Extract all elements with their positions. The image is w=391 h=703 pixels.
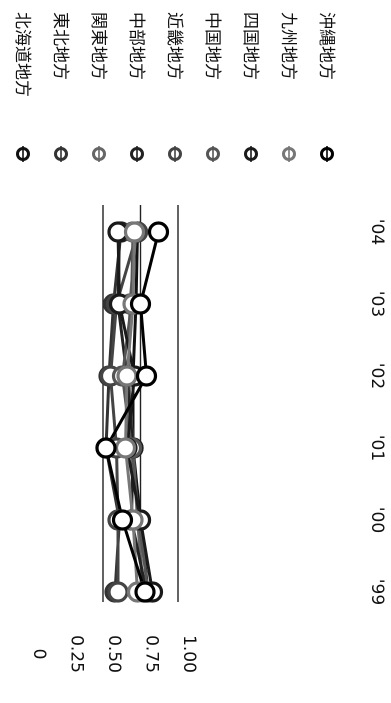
legend-item: 近畿地方 [164, 12, 184, 162]
data-point [107, 581, 129, 603]
legend-label: 四国地方 [240, 12, 260, 80]
value-tick-label: 0.75 [142, 635, 162, 673]
legend-label: 九州地方 [278, 12, 298, 80]
category-tick-label: '04 [367, 219, 387, 245]
legend-item: 中部地方 [126, 12, 146, 162]
value-tick-label: 1.00 [179, 635, 199, 673]
value-tick-label: 0.25 [67, 635, 87, 673]
data-point [147, 221, 170, 243]
value-axis-tick-labels: 0 0.25 0.50 0.75 1.00 [29, 635, 199, 673]
series-markers [95, 221, 170, 603]
legend-item: 九州地方 [278, 12, 298, 162]
category-axis-tick-labels: '99 '00 '01 '02 '03 '04 [367, 219, 387, 605]
data-point [129, 293, 152, 315]
data-point [111, 509, 134, 531]
legend-item: 関東地方 [88, 12, 108, 162]
series-lines [104, 231, 160, 593]
category-tick-label: '03 [367, 291, 387, 317]
data-point [95, 437, 117, 459]
legend-label: 近畿地方 [164, 12, 184, 80]
legend-label: 関東地方 [88, 12, 108, 80]
series-line-8 [104, 231, 160, 593]
value-tick-label: 0 [29, 649, 49, 660]
data-point [134, 581, 156, 603]
data-point [114, 437, 137, 459]
legend-item: 沖縄地方 [316, 12, 336, 162]
legend-label: 東北地方 [50, 12, 70, 80]
legend-label: 中部地方 [126, 12, 146, 80]
legend-label: 中国地方 [202, 12, 222, 80]
data-point [123, 221, 146, 243]
legend: 北海道地方 東北地方 関東地方 中部地方 近畿地方 中国地方 四国地方 九州地方 沖縄地方 [12, 12, 336, 162]
category-tick-label: '00 [367, 507, 387, 533]
data-point [135, 365, 158, 387]
legend-label: 北海道地方 [12, 12, 32, 97]
category-tick-label: '99 [367, 579, 387, 605]
legend-item: 東北地方 [50, 12, 70, 162]
legend-item: 北海道地方 [12, 12, 32, 162]
category-tick-label: '02 [367, 363, 387, 389]
data-point [116, 365, 138, 387]
value-tick-label: 0.50 [104, 635, 124, 673]
legend-item: 中国地方 [202, 12, 222, 162]
legend-item: 四国地方 [240, 12, 260, 162]
legend-label: 沖縄地方 [316, 12, 336, 80]
category-tick-label: '01 [367, 435, 387, 461]
series-line-6 [116, 231, 154, 593]
